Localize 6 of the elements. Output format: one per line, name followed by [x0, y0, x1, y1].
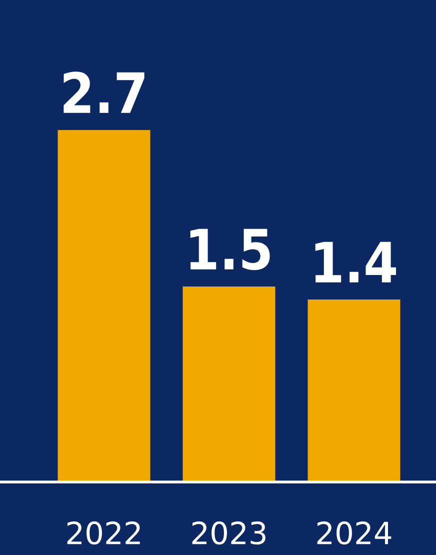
- data-label: 1.4: [315, 242, 396, 282]
- data-label: 1.5: [190, 228, 270, 270]
- data-label: 2.7: [64, 72, 144, 113]
- x-tick-label: 2023: [192, 521, 266, 545]
- x-tick-label: 2022: [67, 521, 140, 545]
- x-tick-label: 2024: [317, 521, 392, 545]
